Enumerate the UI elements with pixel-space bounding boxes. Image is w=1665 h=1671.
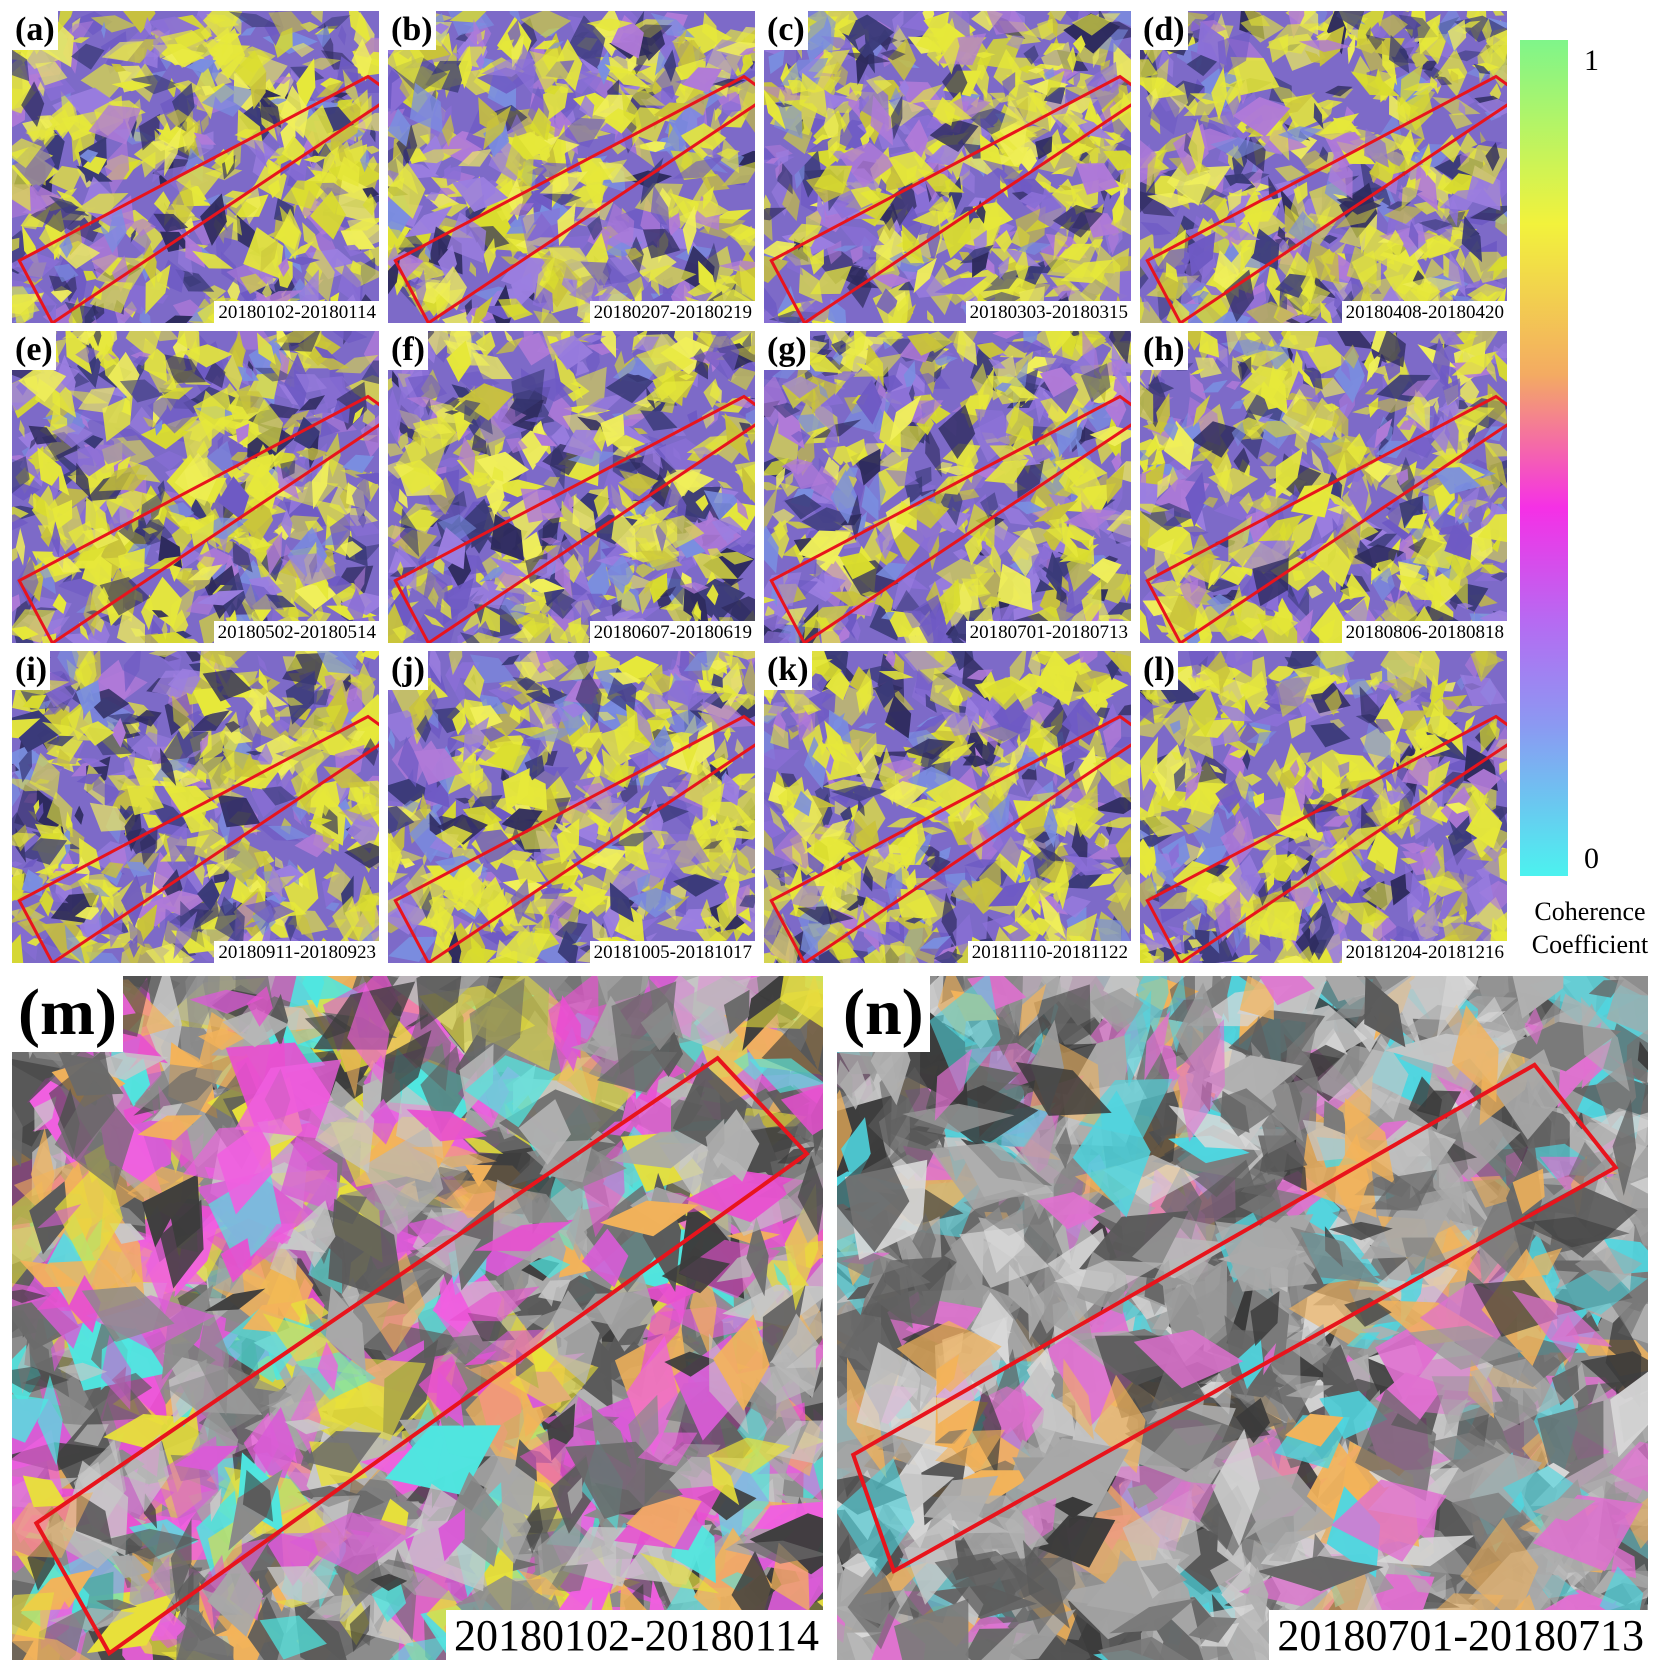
coherence-map-image — [1140, 651, 1507, 963]
panel-label: (e) — [12, 331, 56, 370]
coherence-map-image — [764, 11, 1131, 323]
coherence-panel-l: (l) 20181204-20181216 — [1140, 651, 1507, 963]
date-pair-label: 20181204-20181216 — [1341, 941, 1507, 963]
study-area-box — [393, 394, 755, 643]
interferogram-panel-m: (m) 20180102-20180114 — [12, 976, 823, 1660]
date-pair-label: 20181110-20181122 — [967, 941, 1131, 963]
panel-label: (b) — [388, 11, 436, 50]
colorbar-gradient — [1520, 40, 1568, 876]
date-pair-label: 20180102-20180114 — [214, 301, 379, 323]
study-area-box — [769, 394, 1131, 643]
interferogram-image — [837, 976, 1648, 1660]
study-area-box — [393, 74, 755, 323]
coherence-map-image — [1140, 11, 1507, 323]
date-pair-label: 20180303-20180315 — [965, 301, 1131, 323]
colorbar-title-line1: Coherence — [1534, 897, 1646, 926]
panel-label: (n) — [837, 976, 930, 1052]
coherence-map-image — [12, 11, 379, 323]
panel-label: (k) — [764, 651, 812, 690]
coherence-panel-a: (a) 20180102-20180114 — [12, 11, 379, 323]
colorbar: 1 0 — [1520, 40, 1600, 876]
coherence-panel-j: (j) 20181005-20181017 — [388, 651, 755, 963]
panel-label: (d) — [1140, 11, 1188, 50]
date-pair-label: 20180701-20180713 — [965, 621, 1131, 643]
panel-label: (h) — [1140, 331, 1188, 370]
coherence-panel-c: (c) 20180303-20180315 — [764, 11, 1131, 323]
panel-label: (m) — [12, 976, 123, 1052]
colorbar-title-line2: Coefficient — [1531, 930, 1649, 959]
study-area-box — [1145, 394, 1507, 643]
coherence-panel-k: (k) 20181110-20181122 — [764, 651, 1131, 963]
date-pair-label: 20180607-20180619 — [589, 621, 755, 643]
panel-label: (a) — [12, 11, 58, 50]
study-area-box — [17, 394, 379, 643]
colorbar-min-label: 0 — [1584, 842, 1599, 875]
study-area-box — [769, 714, 1131, 963]
coherence-panel-f: (f) 20180607-20180619 — [388, 331, 755, 643]
coherence-map-image — [388, 651, 755, 963]
study-area-box — [17, 74, 379, 323]
date-pair-label: 20180207-20180219 — [589, 301, 755, 323]
coherence-map-image — [1140, 331, 1507, 643]
coherence-panel-i: (i) 20180911-20180923 — [12, 651, 379, 963]
coherence-panel-g: (g) 20180701-20180713 — [764, 331, 1131, 643]
coherence-panel-d: (d) 20180408-20180420 — [1140, 11, 1507, 323]
coherence-map-image — [388, 11, 755, 323]
study-area-box — [17, 714, 379, 963]
coherence-panel-b: (b) 20180207-20180219 — [388, 11, 755, 323]
coherence-map-image — [388, 331, 755, 643]
interferogram-image — [12, 976, 823, 1660]
date-pair-label: 20181005-20181017 — [589, 941, 755, 963]
date-pair-label: 20180408-20180420 — [1341, 301, 1507, 323]
coherence-map-image — [12, 331, 379, 643]
coherence-map-image — [12, 651, 379, 963]
study-area-box — [769, 74, 1131, 323]
coherence-panel-h: (h) 20180806-20180818 — [1140, 331, 1507, 643]
study-area-box — [33, 1055, 810, 1657]
panel-label: (i) — [12, 651, 51, 690]
panel-label: (g) — [764, 331, 810, 370]
study-area-box — [1145, 74, 1507, 323]
date-pair-label: 20180102-20180114 — [445, 1610, 823, 1660]
study-area-box — [850, 1062, 1619, 1575]
coherence-panel-e: (e) 20180502-20180514 — [12, 331, 379, 643]
coherence-map-image — [764, 331, 1131, 643]
colorbar-max-label: 1 — [1584, 44, 1599, 77]
study-area-box — [1145, 714, 1507, 963]
panel-label: (l) — [1140, 651, 1179, 690]
interferogram-panel-n: (n) 20180701-20180713 — [837, 976, 1648, 1660]
panel-label: (j) — [388, 651, 428, 690]
coherence-map-image — [764, 651, 1131, 963]
date-pair-label: 20180502-20180514 — [213, 621, 379, 643]
date-pair-label: 20180911-20180923 — [214, 941, 379, 963]
date-pair-label: 20180806-20180818 — [1341, 621, 1507, 643]
study-area-box — [393, 714, 755, 963]
panel-label: (c) — [764, 11, 808, 50]
date-pair-label: 20180701-20180713 — [1269, 1610, 1648, 1660]
panel-label: (f) — [388, 331, 428, 370]
